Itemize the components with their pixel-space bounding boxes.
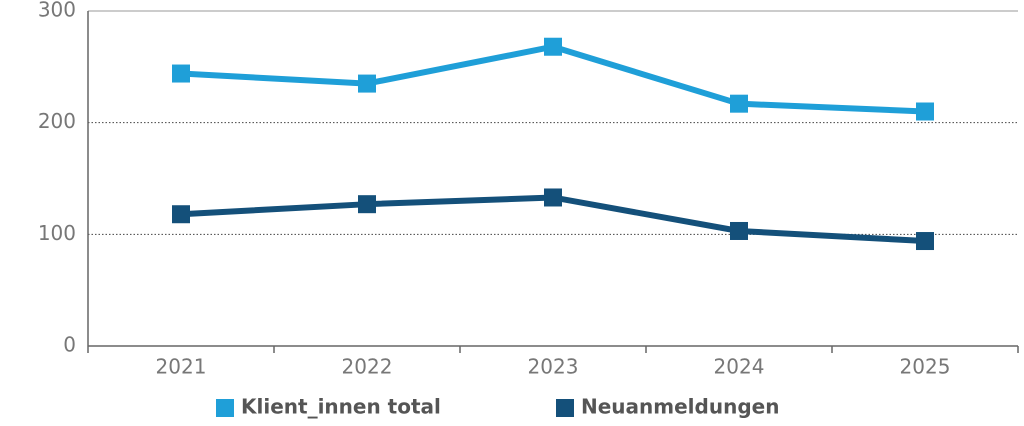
point [172,64,190,83]
x-tick-label: 2024 [714,355,765,379]
series-line [180,43,926,115]
x-tick-label: 2021 [156,355,207,379]
point [730,221,748,240]
point [544,188,562,207]
legend-swatch [556,399,574,417]
legend-label: Neuanmeldungen [581,395,779,419]
x-tick-label: 2025 [900,355,951,379]
point [544,37,562,56]
point [730,94,748,113]
point [358,195,376,214]
x-tick-label: 2023 [528,355,579,379]
y-tick-label: 200 [38,109,76,133]
point [916,232,934,251]
point [172,205,190,224]
y-tick-label: 300 [38,0,76,22]
y-tick-label: 100 [38,221,76,245]
x-tick-label: 2022 [342,355,393,379]
legend-swatch [216,399,234,417]
y-tick-label: 0 [63,333,76,357]
point [916,102,934,121]
point [358,74,376,93]
legend-label: Klient_innen total [241,395,441,419]
